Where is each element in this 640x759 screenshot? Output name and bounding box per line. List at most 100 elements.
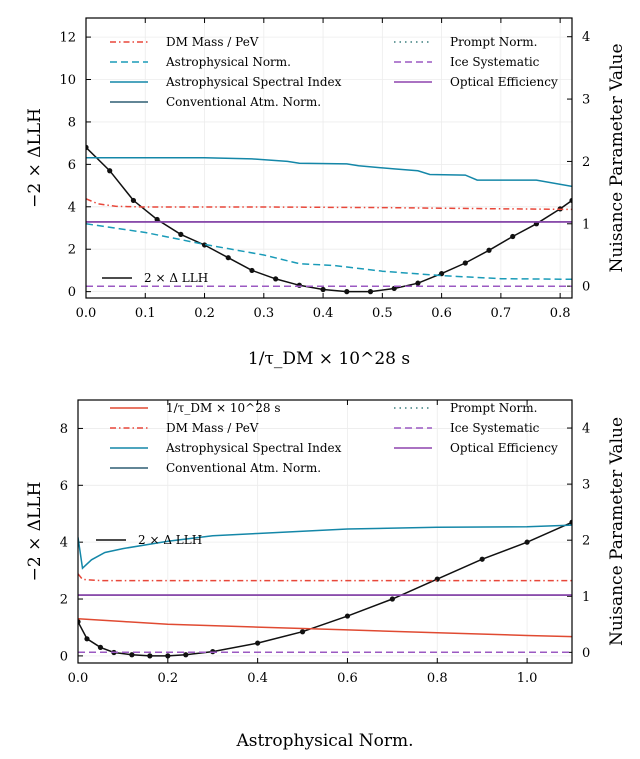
x-axis-label: Astrophysical Norm. [235, 731, 413, 751]
legend-label-ice: Ice Systematic [450, 421, 540, 435]
series-line-astro_index [86, 156, 572, 188]
legend-label-astro_index: Astrophysical Spectral Index [165, 75, 342, 89]
legend-label-dm_mass: DM Mass / PeV [166, 421, 259, 435]
data-point-llh [479, 556, 485, 562]
y-axis-label: −2 × ΔLLH [25, 482, 45, 582]
x-axis-label: 1/τ_DM × 10^28 s [248, 349, 410, 369]
legend-label-lifetime: 1/τ_DM × 10^28 s [166, 401, 280, 415]
y2-tick-label: 2 [582, 155, 590, 170]
legend-label-ice: Ice Systematic [450, 55, 540, 69]
legend-label-conv_norm: Conventional Atm. Norm. [166, 461, 321, 475]
data-point-llh [273, 276, 279, 282]
legend-label-prompt_norm: Prompt Norm. [450, 35, 537, 49]
y2-axis-label: Nuisance Parameter Value [607, 43, 627, 272]
legend-label-optical: Optical Efficiency [450, 75, 558, 89]
y2-tick-label: 0 [582, 280, 590, 295]
series-line-astro_index [78, 524, 572, 570]
series-line-astro_norm [86, 223, 572, 281]
x-tick-label: 0.4 [247, 671, 268, 686]
data-point-llh [299, 629, 306, 635]
y-tick-label: 6 [60, 479, 68, 494]
y-tick-label: 2 [60, 593, 68, 608]
y-tick-label: 6 [68, 158, 76, 173]
data-point-llh [344, 289, 350, 295]
y-tick-label: 0 [68, 285, 76, 300]
chart-panel-1: 0.0 0.1 0.2 0.3 0.4 0.5 0.6 0.7 0.80246810120123… [25, 17, 627, 369]
x-tick-label: 0.5 [372, 306, 393, 321]
data-point-llh [165, 653, 171, 659]
y2-tick-label: 3 [582, 93, 590, 108]
series-group [78, 519, 572, 659]
data-point-llh [415, 280, 421, 286]
data-point-llh [510, 233, 516, 240]
plot-frame [77, 399, 573, 664]
y2-tick-label: 0 [582, 646, 590, 661]
data-point-llh [569, 197, 572, 204]
data-point-llh [391, 285, 397, 292]
legend-label-prompt_norm: Prompt Norm. [450, 401, 537, 415]
data-point-llh [78, 619, 81, 625]
data-point-llh [320, 286, 326, 293]
x-tick-label: 0.1 [135, 306, 156, 321]
legend-label-optical: Optical Efficiency [450, 441, 558, 455]
data-point-llh [249, 267, 255, 274]
x-tick-label: 0.2 [194, 306, 215, 321]
y2-tick-label: 1 [582, 590, 590, 605]
data-point-llh [462, 260, 468, 266]
x-tick-label: 1.0 [517, 671, 538, 686]
legend-label-conv_norm: Conventional Atm. Norm. [166, 95, 321, 109]
y2-tick-label: 1 [582, 217, 590, 232]
y-tick-label: 10 [59, 73, 76, 88]
x-tick-label: 0.3 [253, 306, 274, 321]
data-point-llh [389, 596, 395, 602]
legend-label-llh: 2 × Δ LLH [138, 533, 202, 547]
x-tick-label: 0.8 [550, 306, 571, 321]
y2-tick-label: 3 [582, 478, 590, 493]
data-point-llh [130, 197, 137, 204]
series-line-lifetime [78, 617, 572, 638]
data-point-llh [86, 144, 89, 150]
data-point-llh [147, 653, 153, 659]
x-tick-label: 0.0 [76, 306, 97, 321]
legend-label-astro_norm: Astrophysical Norm. [165, 55, 291, 69]
chart-panel-2: 0.0 0.2 0.4 0.6 0.8 1.0 0 2 4 6 8 0 1 2 3 4 1/τ_DM × 10^… [25, 399, 627, 751]
data-point-llh [129, 652, 135, 658]
y-tick-label: 12 [59, 31, 76, 46]
y-tick-label: 4 [60, 536, 68, 551]
y-tick-label: 2 [68, 243, 76, 258]
data-point-llh [486, 247, 492, 253]
data-point-llh [84, 636, 90, 642]
y-tick-label: 0 [60, 649, 68, 664]
y2-tick-label: 4 [582, 30, 590, 45]
y2-tick-label: 4 [582, 422, 590, 437]
data-point-llh [225, 255, 231, 261]
y-axis-label: −2 × ΔLLH [25, 108, 45, 208]
data-point-llh [255, 640, 261, 646]
data-point-llh [524, 539, 530, 545]
x-tick-label: 0.6 [431, 306, 452, 321]
y2-tick-label: 2 [582, 534, 590, 549]
legend-label-llh: 2 × Δ LLH [144, 271, 208, 285]
data-point-llh [183, 652, 189, 658]
y2-axis-label: Nuisance Parameter Value [607, 417, 627, 646]
series-line-llh [86, 146, 572, 293]
data-point-llh [107, 168, 113, 174]
data-point-llh [201, 242, 208, 248]
plot-frame [85, 17, 573, 299]
data-point-llh [154, 216, 160, 223]
series-line-dm_mass [78, 573, 572, 582]
data-point-llh [178, 231, 184, 237]
data-point-llh [344, 613, 351, 619]
x-tick-label: 0.6 [337, 671, 358, 686]
series-group [86, 144, 572, 295]
x-tick-label: 0.2 [157, 671, 178, 686]
x-tick-label: 0.8 [427, 671, 448, 686]
y-tick-label: 8 [60, 422, 68, 437]
data-point-llh [569, 519, 572, 525]
data-point-llh [296, 282, 302, 288]
legend-label-dm_mass: DM Mass / PeV [166, 35, 259, 49]
data-point-llh [367, 289, 374, 295]
x-tick-label: 0.0 [68, 671, 89, 686]
y-tick-label: 4 [68, 200, 76, 215]
